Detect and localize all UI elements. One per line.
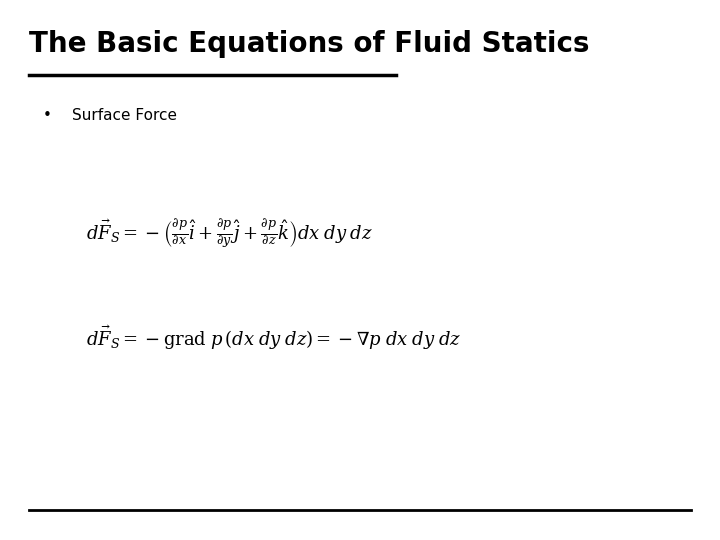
Text: $d\vec{F}_S = -\mathrm{grad}\; p\,(dx\; dy\; dz) = -\nabla p\; dx\; dy\; dz$: $d\vec{F}_S = -\mathrm{grad}\; p\,(dx\; …: [86, 323, 462, 352]
Text: Surface Force: Surface Force: [72, 108, 177, 123]
Text: •: •: [43, 108, 52, 123]
Text: $d\vec{F}_S = -\left(\frac{\partial p}{\partial x}\hat{i} + \frac{\partial p}{\p: $d\vec{F}_S = -\left(\frac{\partial p}{\…: [86, 218, 374, 252]
Text: The Basic Equations of Fluid Statics: The Basic Equations of Fluid Statics: [29, 30, 589, 58]
